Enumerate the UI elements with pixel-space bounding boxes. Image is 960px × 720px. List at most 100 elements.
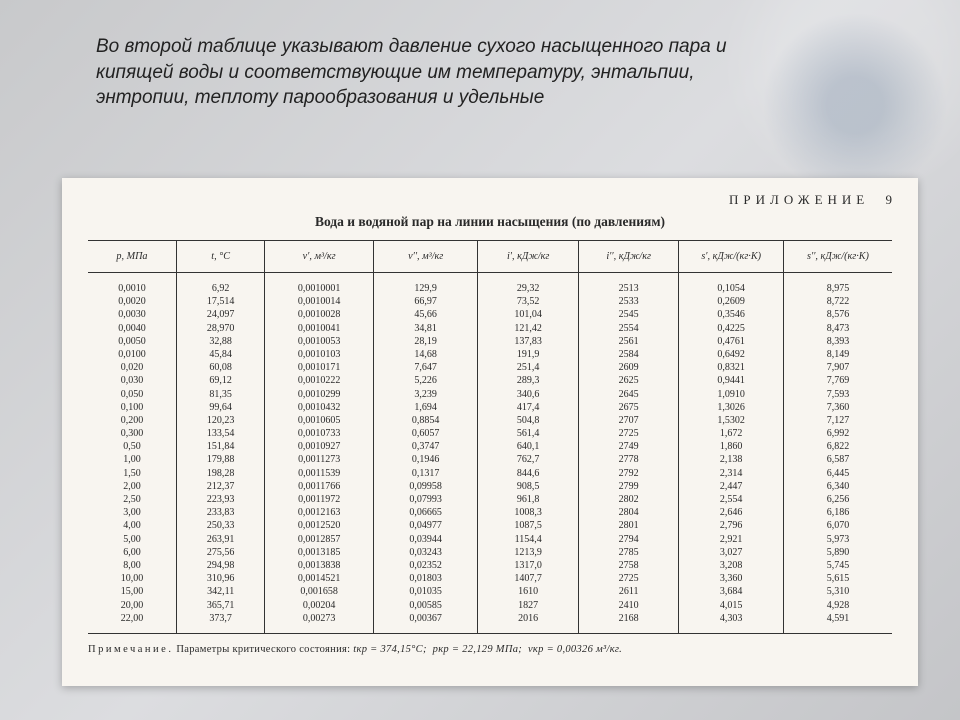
table-cell: 1154,4 (478, 533, 579, 546)
table-row: 20,00365,710,002040,00585182724104,0154,… (88, 599, 892, 612)
table-cell: 1,860 (679, 441, 784, 454)
table-col-header: t, °С (176, 241, 264, 273)
table-cell: 2,00 (88, 480, 176, 493)
table-cell: 10,00 (88, 573, 176, 586)
table-cell: 2,314 (679, 467, 784, 480)
appendix-word: ПРИЛОЖЕНИЕ (729, 192, 869, 207)
footnote-vkr: vкр = 0,00326 м³/кг. (528, 644, 622, 655)
table-cell: 2,138 (679, 454, 784, 467)
table-cell: 20,00 (88, 599, 176, 612)
table-cell: 69,12 (176, 375, 264, 388)
saturation-table: p, МПаt, °Сv′, м³/кгv′′, м³/кгi′, кДж/кг… (88, 240, 892, 634)
table-cell: 0,01035 (373, 586, 478, 599)
table-cell: 45,66 (373, 309, 478, 322)
table-cell: 15,00 (88, 586, 176, 599)
table-cell: 504,8 (478, 414, 579, 427)
table-row: 0,200120,230,00106050,8854504,827071,530… (88, 414, 892, 427)
table-cell: 7,769 (783, 375, 892, 388)
table-cell: 0,0010927 (265, 441, 374, 454)
table-cell: 2725 (578, 428, 679, 441)
footnote: Примечание. Параметры критического состо… (88, 644, 892, 655)
table-cell: 0,0010299 (265, 388, 374, 401)
table-row: 0,03069,120,00102225,226289,326250,94417… (88, 375, 892, 388)
table-row: 15,00342,110,0016580,01035161026113,6845… (88, 586, 892, 599)
table-cell: 289,3 (478, 375, 579, 388)
table-cell: 120,23 (176, 414, 264, 427)
table-cell: 0,050 (88, 388, 176, 401)
table-cell: 1213,9 (478, 546, 579, 559)
table-cell: 66,97 (373, 296, 478, 309)
table-cell: 1,00 (88, 454, 176, 467)
table-cell: 1407,7 (478, 573, 579, 586)
table-cell: 0,0100 (88, 348, 176, 361)
table-cell: 0,07993 (373, 494, 478, 507)
table-cell: 2,50 (88, 494, 176, 507)
table-row: 0,05081,350,00102993,239340,626451,09107… (88, 388, 892, 401)
intro-paragraph: Во второй таблице указывают давление сух… (96, 34, 746, 111)
table-cell: 4,928 (783, 599, 892, 612)
table-cell: 2410 (578, 599, 679, 612)
table-cell: 0,0012857 (265, 533, 374, 546)
table-cell: 121,42 (478, 322, 579, 335)
table-cell: 0,8321 (679, 362, 784, 375)
table-cell: 0,0010103 (265, 348, 374, 361)
table-cell: 0,50 (88, 441, 176, 454)
table-cell: 7,907 (783, 362, 892, 375)
table-cell: 5,615 (783, 573, 892, 586)
table-cell: 0,0012163 (265, 507, 374, 520)
table-cell: 417,4 (478, 401, 579, 414)
table-row: 0,50151,840,00109270,3747640,127491,8606… (88, 441, 892, 454)
table-cell: 34,81 (373, 322, 478, 335)
table-cell: 0,0010028 (265, 309, 374, 322)
table-cell: 24,097 (176, 309, 264, 322)
table-cell: 844,6 (478, 467, 579, 480)
table-cell: 0,0011539 (265, 467, 374, 480)
table-cell: 2168 (578, 612, 679, 633)
table-cell: 0,0010 (88, 273, 176, 296)
table-row: 2,50223,930,00119720,07993961,828022,554… (88, 494, 892, 507)
table-cell: 2,646 (679, 507, 784, 520)
table-cell: 0,0050 (88, 335, 176, 348)
table-cell: 8,975 (783, 273, 892, 296)
table-cell: 3,027 (679, 546, 784, 559)
appendix-label: ПРИЛОЖЕНИЕ 9 (88, 192, 892, 208)
table-cell: 2725 (578, 573, 679, 586)
table-cell: 233,83 (176, 507, 264, 520)
table-cell: 0,3546 (679, 309, 784, 322)
table-cell: 2802 (578, 494, 679, 507)
table-title: Вода и водяной пар на линии насыщения (п… (88, 214, 892, 230)
table-cell: 8,393 (783, 335, 892, 348)
table-cell: 2,554 (679, 494, 784, 507)
table-cell: 8,149 (783, 348, 892, 361)
table-cell: 3,00 (88, 507, 176, 520)
table-cell: 373,7 (176, 612, 264, 633)
table-cell: 2,447 (679, 480, 784, 493)
table-cell: 6,992 (783, 428, 892, 441)
table-cell: 0,0010605 (265, 414, 374, 427)
table-cell: 251,4 (478, 362, 579, 375)
table-cell: 640,1 (478, 441, 579, 454)
table-cell: 0,03944 (373, 533, 478, 546)
scan-document: ПРИЛОЖЕНИЕ 9 Вода и водяной пар на линии… (62, 178, 918, 686)
table-cell: 6,92 (176, 273, 264, 296)
table-row: 3,00233,830,00121630,066651008,328042,64… (88, 507, 892, 520)
table-cell: 2804 (578, 507, 679, 520)
table-cell: 2785 (578, 546, 679, 559)
table-cell: 1610 (478, 586, 579, 599)
table-cell: 2609 (578, 362, 679, 375)
table-cell: 129,9 (373, 273, 478, 296)
table-cell: 0,200 (88, 414, 176, 427)
table-col-header: v′′, м³/кг (373, 241, 478, 273)
footnote-label: Примечание. (88, 644, 173, 655)
table-cell: 1,672 (679, 428, 784, 441)
table-cell: 2533 (578, 296, 679, 309)
table-cell: 0,0030 (88, 309, 176, 322)
table-row: 0,002017,5140,001001466,9773,5225330,260… (88, 296, 892, 309)
table-row: 0,010045,840,001010314,68191,925840,6492… (88, 348, 892, 361)
table-cell: 5,745 (783, 559, 892, 572)
footnote-tkr: tкр = 374,15°С; (353, 644, 427, 655)
table-cell: 0,100 (88, 401, 176, 414)
table-row: 0,02060,080,00101717,647251,426090,83217… (88, 362, 892, 375)
table-cell: 0,6492 (679, 348, 784, 361)
table-cell: 4,591 (783, 612, 892, 633)
